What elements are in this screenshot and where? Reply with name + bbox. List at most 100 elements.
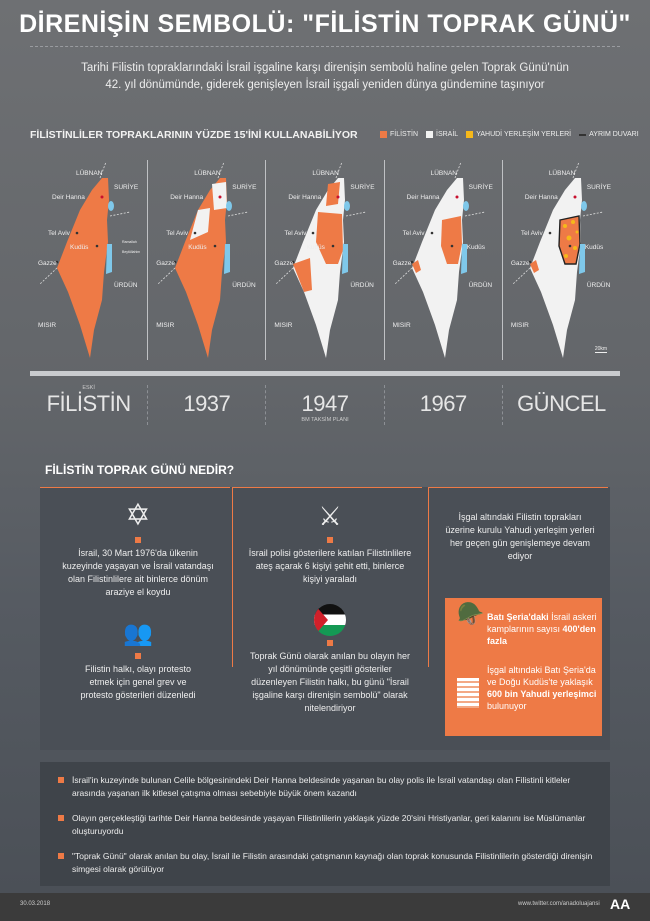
map-label-egypt: MISIR	[156, 322, 175, 329]
divider	[30, 46, 620, 47]
bullet-square	[135, 653, 141, 659]
scale-bar: 20km	[594, 346, 608, 353]
legend-swatch	[426, 131, 434, 138]
territory-map	[39, 161, 131, 358]
map-label-gaza: Gazze	[156, 260, 175, 267]
map-label-lebanon: LÜBNAN	[76, 170, 103, 177]
building-icon	[457, 678, 479, 708]
col2-text-a: İsrail polisi gösterilere katılan Filist…	[248, 548, 412, 584]
legend-label: YAHUDİ YERLEŞİM YERLERİ	[476, 131, 572, 138]
police-shooting-icon: ⚔	[318, 501, 342, 531]
subtitle-line: 42. yıl dönümünde, giderek genişleyen İs…	[105, 79, 545, 91]
map-label-syria: SURİYE	[350, 184, 375, 191]
col2-text-b: Toprak Günü olarak anılan bu olayın her …	[249, 651, 411, 713]
star-of-david-icon: ✡	[125, 499, 151, 532]
maps-section-title: FİLİSTİNLİLER TOPRAKLARININ YÜZDE 15'İNİ…	[30, 129, 358, 141]
legend: FİLİSTİN İSRAİL YAHUDİ YERLEŞİM YERLERİ AYR…	[380, 131, 639, 138]
connector	[428, 487, 608, 488]
map-label-lebanon: LÜBNAN	[312, 170, 339, 177]
map-label-syria: SURİYE	[114, 184, 139, 191]
map-label-telaviv: Tel Aviv	[48, 230, 70, 237]
map-label-deir: Deir Hanna	[288, 194, 322, 201]
period-1: ESKİ FİLİSTİN	[30, 385, 149, 425]
col1-text-b: Filistin halkı, olayı protesto etmek içi…	[80, 664, 196, 700]
territory-map	[512, 161, 604, 358]
subtitle-line: Tarihi Filistin topraklarındaki İsrail i…	[81, 62, 569, 74]
map-label-jordan: ÜRDÜN	[114, 282, 138, 289]
map-label-ramallah: Ramallah	[122, 240, 137, 244]
footer-date: 30.03.2018	[20, 901, 51, 907]
aa-logo: AA	[610, 896, 631, 912]
col1-text-a: İsrail, 30 Mart 1976'da ülkenin kuzeyind…	[62, 548, 214, 597]
map-label-deir: Deir Hanna	[524, 194, 558, 201]
period-2: 1937	[148, 385, 267, 425]
fact2-value: 600 bin Yahudi yerleşimci	[487, 689, 597, 699]
period-label: 1947	[301, 391, 349, 416]
notes-box: İsrail'in kuzeyinde bulunan Celile bölge…	[40, 762, 610, 886]
bullet-square	[327, 537, 333, 543]
territory-map	[394, 161, 486, 358]
map-label-gaza: Gazze	[274, 260, 294, 267]
section-title: FİLİSTİN TOPRAK GÜNÜ NEDİR?	[45, 463, 235, 477]
map-label-bethlehem: Beytüllahim	[122, 250, 141, 254]
map-3: LÜBNAN SURİYE Deir Hanna Tel Aviv Kudüs Gazze…	[266, 160, 385, 360]
period-3: 1947 BM TAKSİM PLANI	[266, 385, 385, 425]
page-title: DİRENİŞİN SEMBOLÜ: "FİLİSTİN TOPRAK GÜNÜ…	[19, 10, 631, 38]
period-labels: ESKİ FİLİSTİN 1937 1947 BM TAKSİM PLANI 1967 G…	[30, 385, 620, 425]
map-label-egypt: MISIR	[392, 322, 411, 329]
footer: 30.03.2018 www.twitter.com/anadoluajansi…	[0, 893, 650, 921]
map-label-telaviv: Tel Aviv	[166, 230, 189, 237]
bullet-square	[327, 640, 333, 646]
fact1-value: 400'den fazla	[487, 624, 596, 646]
period-label: 1937	[183, 391, 231, 416]
map-label-telaviv: Tel Aviv	[402, 230, 425, 237]
timeline-bar	[30, 371, 620, 376]
note-item: "Toprak Günü" olarak anılan bu olay, İsr…	[58, 850, 598, 876]
soldier-icon: 🪖	[457, 601, 485, 626]
map-label-egypt: MISIR	[274, 322, 293, 329]
map-label-lebanon: LÜBNAN	[548, 170, 576, 177]
map-label-telaviv: Tel Aviv	[284, 230, 307, 237]
territory-map	[157, 161, 249, 358]
note-item: İsrail'in kuzeyinde bulunan Celile bölge…	[58, 774, 598, 800]
map-label-jordan: ÜRDÜN	[350, 282, 374, 289]
map-label-kudus: Kudüs	[466, 244, 486, 251]
map-1: LÜBNAN SURİYE Deir Hanna Tel Aviv Kudüs Gazze…	[30, 160, 149, 360]
connector	[428, 487, 429, 667]
map-5: LÜBNAN SURİYE Deir Hanna Tel Aviv Kudüs Gazze…	[503, 160, 620, 360]
legend-swatch	[579, 133, 587, 136]
map-label-kudus: Kudüs	[584, 244, 604, 251]
legend-item: YAHUDİ YERLEŞİM YERLERİ	[466, 131, 571, 138]
map-label-kudus: Kudüs	[70, 244, 89, 251]
legend-item: İSRAİL	[426, 131, 458, 138]
fact1-text: İsrail askeri kamplarının sayısı	[487, 612, 597, 634]
note-item: Olayın gerçekleştiği tarihte Deir Hanna …	[58, 812, 598, 838]
map-label-lebanon: LÜBNAN	[194, 170, 221, 177]
map-label-gaza: Gazze	[392, 260, 412, 267]
period-label: GÜNCEL	[517, 391, 606, 416]
footer-link[interactable]: www.twitter.com/anadoluajansi	[518, 901, 600, 907]
map-label-egypt: MISIR	[38, 322, 57, 329]
map-label-syria: SURİYE	[468, 184, 493, 191]
connector	[40, 487, 230, 488]
fact2-text-end: bulunuyor	[487, 701, 527, 711]
map-label-gaza: Gazze	[38, 260, 57, 267]
map-label-jordan: ÜRDÜN	[468, 282, 493, 289]
bullet-square	[135, 537, 141, 543]
legend-label: FİLİSTİN	[390, 131, 419, 138]
facts-box: 🪖 Batı Şeria'daki İsrail askeri kampları…	[445, 598, 602, 736]
palestine-flag-icon	[314, 604, 346, 636]
legend-item: AYRIM DUVARI	[579, 131, 639, 138]
map-label-gaza: Gazze	[510, 260, 530, 267]
map-label-deir: Deir Hanna	[170, 194, 204, 201]
legend-swatch	[466, 131, 474, 138]
map-4: LÜBNAN SURİYE Deir Hanna Tel Aviv Kudüs Gazze…	[385, 160, 503, 360]
map-label-jordan: ÜRDÜN	[586, 282, 611, 289]
col3-text: İşgal altındaki Filistin toprakları üzer…	[445, 512, 595, 561]
map-label-lebanon: LÜBNAN	[430, 170, 457, 177]
map-label-deir: Deir Hanna	[52, 194, 85, 201]
legend-swatch	[380, 131, 387, 138]
map-label-egypt: MISIR	[510, 322, 529, 329]
legend-item: FİLİSTİN	[380, 131, 418, 138]
maps-row: LÜBNAN SURİYE Deir Hanna Tel Aviv Kudüs Gazze…	[30, 160, 620, 365]
